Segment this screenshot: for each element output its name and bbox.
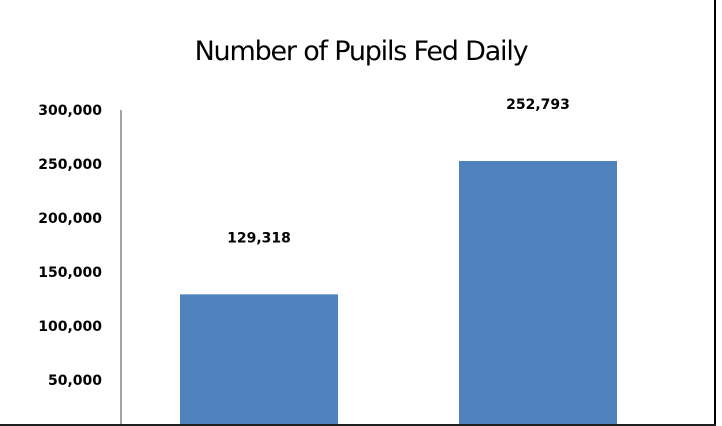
y-tick-label: 300,000 bbox=[38, 103, 102, 119]
frame-border-bottom bbox=[0, 424, 716, 426]
bar bbox=[459, 160, 617, 426]
y-tick-label: 200,000 bbox=[38, 211, 102, 227]
bars bbox=[180, 160, 617, 426]
data-labels: 129,318 252,793 bbox=[227, 97, 570, 246]
y-tick-label: 100,000 bbox=[38, 319, 102, 335]
frame-border-right bbox=[714, 0, 716, 426]
y-axis-ticks: 50,000 100,000 150,000 200,000 250,000 300,00… bbox=[38, 103, 102, 389]
bar-value-label: 129,318 bbox=[227, 230, 291, 246]
y-tick-label: 250,000 bbox=[38, 157, 102, 173]
y-tick-label: 50,000 bbox=[48, 373, 102, 389]
bar-value-label: 252,793 bbox=[506, 97, 570, 113]
y-tick-label: 150,000 bbox=[38, 265, 102, 281]
bar bbox=[180, 294, 338, 426]
chart-title: Number of Pupils Fed Daily bbox=[194, 36, 529, 67]
